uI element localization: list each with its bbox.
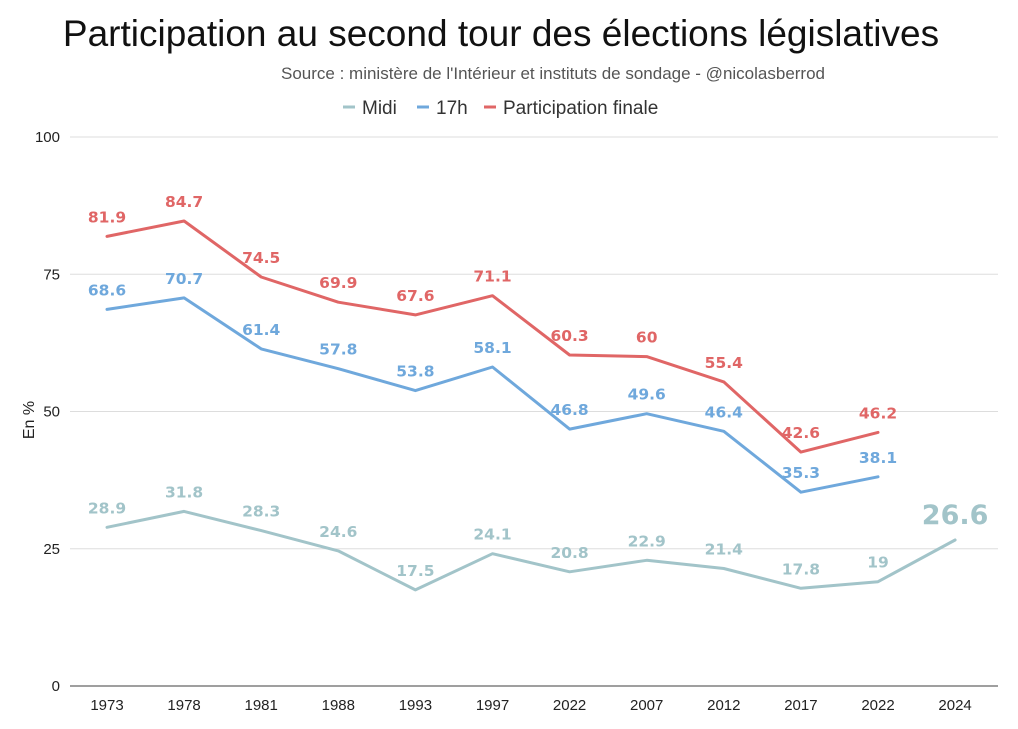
- x-tick-label-11: 2024: [938, 697, 971, 714]
- y-tick-label-100: 100: [35, 129, 60, 146]
- series: [105, 219, 957, 592]
- legend-label-17h: 17h: [436, 98, 468, 119]
- y-tick-label-25: 25: [43, 541, 60, 558]
- data-label-17h-3: 57.8: [319, 341, 357, 359]
- data-label-17h-2: 61.4: [242, 321, 280, 339]
- x-tick-label-2: 1981: [245, 697, 278, 714]
- data-label-midi-10: 19: [867, 554, 889, 572]
- y-axis-label: En %: [21, 401, 38, 439]
- data-label-midi-2: 28.3: [242, 503, 280, 521]
- x-tick-label-0: 1973: [90, 697, 123, 714]
- legend-label-participation-finale: Participation finale: [503, 98, 658, 119]
- x-tick-label-7: 2007: [630, 697, 663, 714]
- data-label-midi-8: 21.4: [705, 541, 743, 559]
- series-line-midi: [105, 509, 957, 592]
- x-tick-label-1: 1978: [167, 697, 200, 714]
- data-label-participation-finale-10: 46.2: [859, 404, 897, 422]
- data-label-17h-0: 68.6: [88, 281, 126, 299]
- data-label-midi-4: 17.5: [396, 562, 434, 580]
- data-label-midi-5: 24.1: [473, 526, 511, 544]
- x-tick-label-5: 1997: [476, 697, 509, 714]
- x-tick-label-4: 1993: [399, 697, 432, 714]
- data-label-17h-9: 35.3: [782, 464, 820, 482]
- data-label-midi-0: 28.9: [88, 499, 126, 517]
- data-label-midi-11: 26.6: [922, 500, 989, 531]
- data-label-participation-finale-2: 74.5: [242, 249, 280, 267]
- data-label-participation-finale-6: 60.3: [550, 327, 588, 345]
- data-label-17h-5: 58.1: [473, 339, 511, 357]
- x-tick-label-10: 2022: [861, 697, 894, 714]
- legend-label-midi: Midi: [362, 98, 397, 119]
- legend-item-participation-finale[interactable]: Participation finale: [484, 98, 658, 119]
- y-tick-label-50: 50: [43, 404, 60, 421]
- legend-item-midi[interactable]: Midi: [343, 98, 397, 119]
- data-label-17h-4: 53.8: [396, 363, 434, 381]
- x-tick-label-8: 2012: [707, 697, 740, 714]
- data-label-midi-6: 20.8: [550, 544, 588, 562]
- data-label-midi-1: 31.8: [165, 483, 203, 501]
- data-label-17h-7: 49.6: [628, 386, 666, 404]
- x-axis-ticks: 1973 1978 1981 1988 1993 1997 2022 2007 2012 2017…: [90, 697, 971, 714]
- chart-title: Participation au second tour des électio…: [63, 13, 939, 54]
- x-tick-label-9: 2017: [784, 697, 817, 714]
- data-label-17h-10: 38.1: [859, 449, 897, 467]
- data-label-17h-8: 46.4: [705, 403, 743, 421]
- data-label-participation-finale-9: 42.6: [782, 424, 820, 442]
- data-label-participation-finale-4: 67.6: [396, 287, 434, 305]
- series-line-17h: [105, 296, 880, 494]
- data-label-participation-finale-1: 84.7: [165, 193, 203, 211]
- data-label-participation-finale-3: 69.9: [319, 274, 357, 292]
- y-tick-label-75: 75: [43, 266, 60, 283]
- data-labels: 28.9 31.8 28.3 24.6 17.5 24.1 20.8 22.9 21.4 17.8…: [88, 193, 989, 580]
- data-label-participation-finale-8: 55.4: [705, 354, 743, 372]
- legend: Midi 17h Participation finale: [343, 98, 658, 119]
- data-label-participation-finale-0: 81.9: [88, 208, 126, 226]
- data-label-17h-1: 70.7: [165, 270, 203, 288]
- y-axis-ticks: 0 25 50 75 100: [35, 129, 60, 695]
- grid: [70, 136, 998, 550]
- x-tick-label-3: 1988: [322, 697, 355, 714]
- data-label-midi-7: 22.9: [628, 532, 666, 550]
- x-tick-label-6: 2022: [553, 697, 586, 714]
- chart-subtitle: Source : ministère de l'Intérieur et ins…: [281, 64, 825, 83]
- data-label-midi-9: 17.8: [782, 560, 820, 578]
- series-line-participation-finale: [105, 219, 880, 454]
- y-tick-label-0: 0: [52, 678, 60, 695]
- data-label-participation-finale-7: 60: [636, 329, 658, 347]
- data-label-midi-3: 24.6: [319, 523, 357, 541]
- data-label-participation-finale-5: 71.1: [473, 268, 511, 286]
- legend-item-17h[interactable]: 17h: [417, 98, 468, 119]
- data-label-17h-6: 46.8: [550, 401, 588, 419]
